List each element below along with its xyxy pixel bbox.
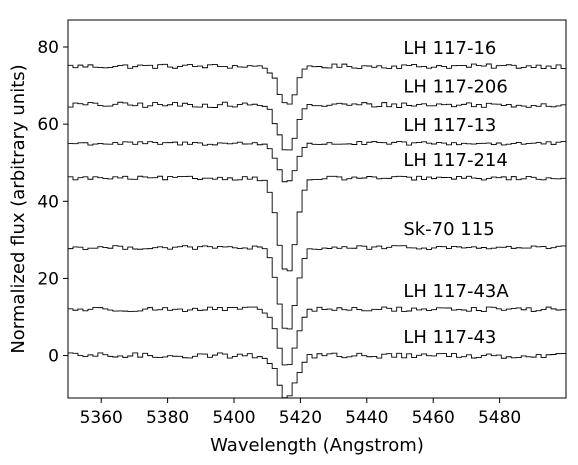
plot-frame — [67, 19, 567, 399]
series-line — [68, 63, 566, 105]
series-line — [68, 306, 566, 366]
x-tick-label: 5440 — [345, 408, 388, 428]
y-tick-label: 0 — [48, 347, 59, 367]
x-axis: 5360 5380 5400 5420 5440 5460 5480 — [80, 398, 521, 428]
y-axis: 0 20 40 60 80 — [37, 38, 68, 367]
x-tick-label: 5460 — [412, 408, 455, 428]
series-label: LH 117-43 — [403, 327, 496, 348]
y-tick-label: 40 — [37, 192, 59, 212]
y-tick-label: 20 — [37, 269, 59, 289]
series-line — [68, 245, 566, 330]
x-tick-label: 5480 — [478, 408, 521, 428]
x-tick-label: 5360 — [80, 408, 123, 428]
series-label-layer: LH 117-16 LH 117-206 LH 117-13 LH 117-214 Sk… — [403, 38, 509, 348]
x-tick-label: 5400 — [212, 408, 255, 428]
series-line — [68, 175, 566, 272]
series-line — [68, 141, 566, 183]
series-label: LH 117-214 — [403, 150, 508, 171]
y-axis-label: Normalized flux (arbitrary units) — [8, 64, 29, 353]
x-tick-label: 5420 — [279, 408, 322, 428]
series-label: Sk-70 115 — [403, 219, 494, 240]
x-tick-label: 5380 — [146, 408, 189, 428]
series-line — [68, 101, 566, 151]
series-label: LH 117-206 — [403, 77, 508, 98]
series-label: LH 117-13 — [403, 115, 496, 136]
series-line — [68, 352, 566, 399]
y-tick-label: 60 — [37, 115, 59, 135]
y-tick-label: 80 — [37, 38, 59, 58]
series-label: LH 117-16 — [403, 38, 496, 59]
series-layer — [68, 63, 566, 399]
x-axis-label: Wavelength (Angstrom) — [210, 435, 424, 456]
series-label: LH 117-43A — [403, 281, 509, 302]
